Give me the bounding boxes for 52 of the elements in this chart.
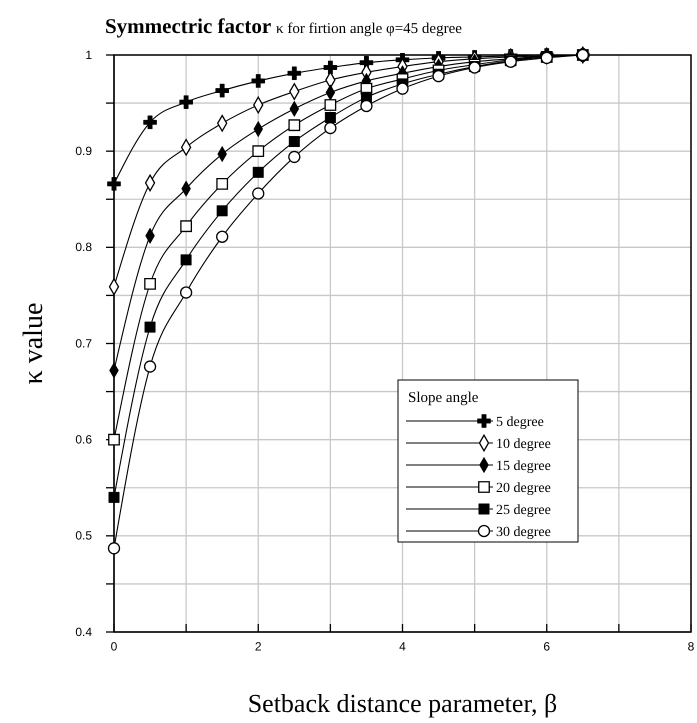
point [216, 205, 228, 216]
point [180, 254, 192, 266]
legend-title: Slope angle [408, 390, 479, 406]
point [180, 286, 192, 299]
point [144, 360, 156, 373]
point [144, 322, 156, 333]
x-tick-label: 6 [543, 640, 550, 654]
point [396, 82, 409, 95]
point [360, 100, 373, 112]
x-tick-label: 0 [110, 640, 118, 654]
point [143, 116, 157, 130]
y-tick-label: 0.8 [75, 240, 92, 254]
point [216, 178, 228, 190]
legend-label: 5 degree [496, 415, 544, 430]
point [288, 119, 300, 132]
point [108, 492, 120, 503]
y-tick-label: 0.6 [75, 432, 92, 447]
point [288, 66, 302, 80]
legend-label: 15 degree [496, 459, 551, 474]
point [252, 187, 264, 200]
y-tick-label: 0.4 [75, 624, 92, 639]
point [251, 74, 266, 88]
x-tick-label: 8 [688, 640, 695, 654]
y-tick-label: 0.7 [75, 336, 92, 350]
x-axis-title: Setback distance parameter, β [248, 689, 558, 718]
point [179, 95, 193, 109]
x-tick-label: 2 [254, 640, 262, 654]
x-tick-label: 4 [399, 640, 406, 654]
legend-label: 30 degree [496, 525, 551, 540]
point [180, 220, 192, 232]
y-tick-label: 0.9 [75, 144, 92, 158]
point [324, 60, 338, 74]
point [288, 136, 300, 148]
point [215, 84, 229, 98]
point [108, 542, 120, 554]
point [252, 145, 264, 158]
point [216, 230, 228, 243]
point [252, 166, 264, 178]
y-axis-title: κ value [18, 302, 49, 384]
chart-title: Symmectric factor κ for firtion angle φ=45 degree [105, 14, 462, 38]
point [324, 122, 337, 134]
point [107, 177, 121, 191]
legend-label: 10 degree [496, 437, 551, 452]
point [144, 278, 156, 290]
y-tick-label: 0.5 [75, 528, 92, 543]
y-tick-label: 1 [85, 48, 92, 62]
point [288, 150, 300, 164]
point [324, 99, 336, 111]
point [324, 112, 336, 123]
point [432, 70, 445, 82]
legend-label: 25 degree [496, 503, 551, 518]
legend-label: 20 degree [496, 481, 551, 496]
